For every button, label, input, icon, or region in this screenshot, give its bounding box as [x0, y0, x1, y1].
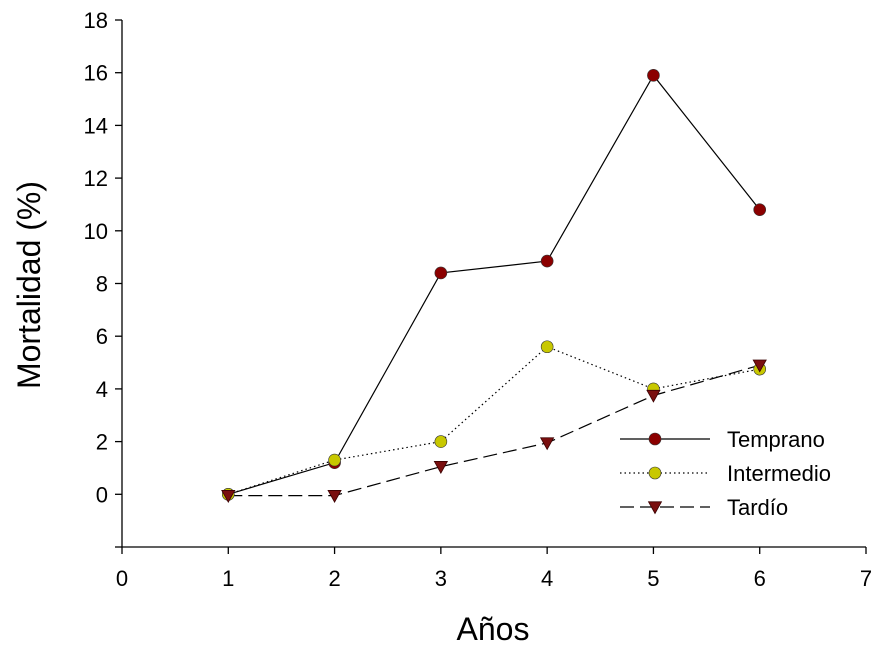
y-tick-label: 10	[84, 219, 108, 244]
x-axis-title: Años	[457, 611, 530, 647]
x-tick-label: 4	[541, 566, 553, 591]
y-tick-label: 14	[84, 113, 108, 138]
legend-label-0: Temprano	[727, 427, 825, 452]
legend-label-2: Tardío	[727, 495, 788, 520]
x-tick-label: 2	[328, 566, 340, 591]
y-tick-label: 4	[96, 377, 108, 402]
series-line-1	[228, 346, 760, 495]
series-line-0	[228, 74, 761, 495]
data-point-2-3	[539, 437, 555, 451]
legend-marker-1	[648, 466, 662, 480]
x-tick-label: 1	[222, 566, 234, 591]
y-tick-label: 8	[96, 272, 108, 297]
x-tick-label: 6	[754, 566, 766, 591]
x-tick-label: 7	[860, 566, 872, 591]
data-point-1-2	[434, 435, 448, 448]
y-tick-label: 18	[84, 8, 108, 33]
y-tick-label: 6	[96, 324, 108, 349]
axes	[115, 19, 867, 554]
legend: Temprano Intermedio Tardío	[620, 427, 831, 520]
data-point-2-0	[221, 490, 236, 503]
y-tick-label: 16	[84, 61, 108, 86]
y-axis-title: Mortalidad (%)	[11, 181, 47, 389]
data-point-2-4	[646, 389, 661, 403]
x-tick-label: 3	[435, 566, 447, 591]
x-tick-label: 5	[647, 566, 659, 591]
data-point-2-2	[433, 461, 449, 474]
y-tick-label: 0	[96, 482, 108, 507]
y-tick-label: 12	[84, 166, 108, 191]
data-point-0-5	[753, 203, 767, 217]
legend-marker-2	[647, 501, 663, 515]
data-point-2-5	[752, 359, 767, 373]
data-point-0-3	[540, 254, 554, 268]
data-point-2-1	[327, 490, 342, 503]
legend-label-1: Intermedio	[727, 461, 831, 486]
data-point-0-2	[434, 266, 448, 280]
series-line-2	[228, 364, 760, 497]
data-point-0-4	[647, 69, 660, 82]
series-layer	[221, 69, 767, 503]
legend-marker-0	[648, 432, 662, 446]
data-point-1-1	[328, 453, 341, 467]
data-point-1-3	[540, 340, 554, 354]
x-tick-label: 0	[116, 566, 128, 591]
y-tick-label: 2	[96, 430, 108, 455]
